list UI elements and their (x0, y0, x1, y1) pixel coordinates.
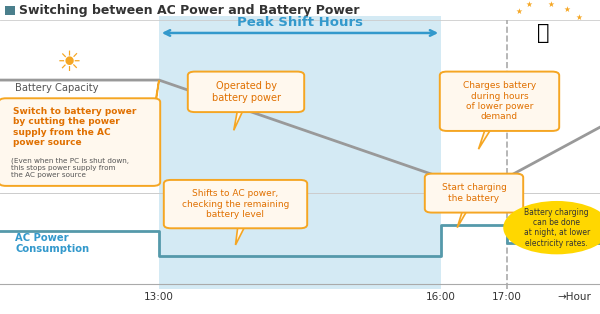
FancyBboxPatch shape (164, 180, 307, 228)
Text: ☀: ☀ (56, 49, 82, 77)
Text: ★: ★ (575, 13, 583, 22)
Text: 17:00: 17:00 (492, 292, 522, 302)
Text: AC Power
Consumption: AC Power Consumption (15, 233, 89, 254)
FancyBboxPatch shape (0, 98, 160, 186)
Text: 13:00: 13:00 (144, 292, 174, 302)
Text: 16:00: 16:00 (426, 292, 456, 302)
Text: Operated by
battery power: Operated by battery power (212, 81, 281, 103)
Polygon shape (479, 127, 492, 149)
Text: Charges battery
during hours
of lower power
demand: Charges battery during hours of lower po… (463, 81, 536, 122)
Text: ★: ★ (563, 5, 571, 14)
Text: Battery Capacity: Battery Capacity (15, 83, 98, 93)
Text: Peak Shift Hours: Peak Shift Hours (237, 16, 363, 29)
FancyBboxPatch shape (159, 16, 441, 289)
FancyBboxPatch shape (188, 72, 304, 112)
FancyBboxPatch shape (425, 174, 523, 213)
Polygon shape (235, 225, 246, 245)
Text: Start charging
the battery: Start charging the battery (442, 183, 506, 203)
Text: Shifts to AC power,
checking the remaining
battery level: Shifts to AC power, checking the remaini… (182, 189, 289, 219)
Text: →Hour: →Hour (557, 292, 591, 302)
Polygon shape (153, 80, 159, 124)
Text: ★: ★ (547, 0, 554, 9)
Text: Switch to battery power
by cutting the power
supply from the AC
power source: Switch to battery power by cutting the p… (13, 107, 137, 147)
Ellipse shape (503, 201, 600, 254)
Text: 🌙: 🌙 (537, 23, 549, 43)
Polygon shape (234, 108, 244, 130)
Text: (Even when the PC is shut down,
this stops power supply from
the AC power source: (Even when the PC is shut down, this sto… (11, 158, 129, 178)
Polygon shape (457, 209, 468, 228)
Text: ★: ★ (526, 0, 533, 9)
Text: Switching between AC Power and Battery Power: Switching between AC Power and Battery P… (19, 4, 360, 17)
Text: ★: ★ (515, 7, 523, 15)
FancyBboxPatch shape (440, 72, 559, 131)
Bar (5, 6, 15, 15)
Text: Battery charging
can be done
at night, at lower
electricity rates.: Battery charging can be done at night, a… (524, 208, 590, 248)
